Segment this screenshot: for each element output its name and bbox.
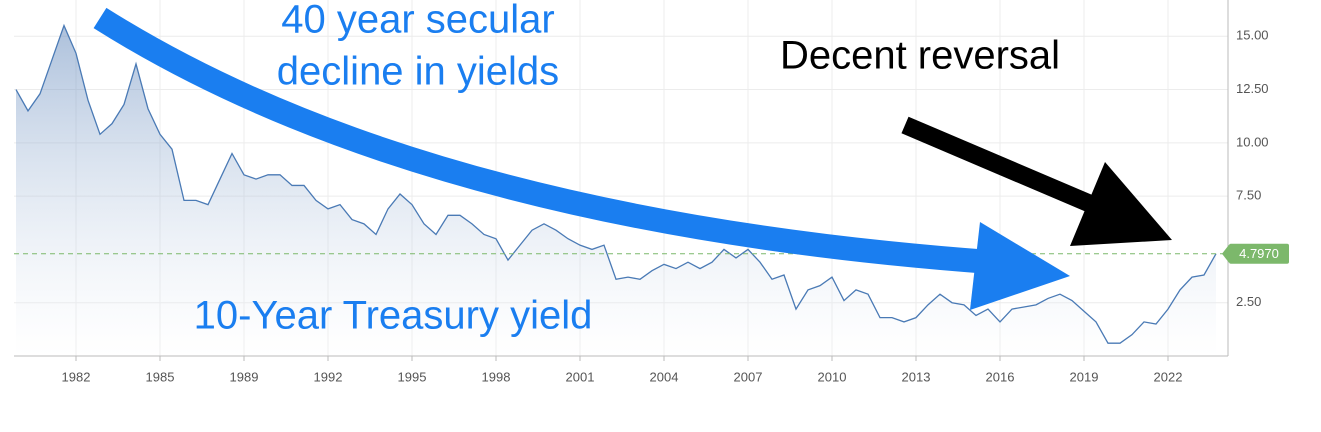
annotation: 40 year secular: [281, 0, 554, 42]
x-tick-label: 1989: [230, 369, 259, 384]
reference-label: 4.7970: [1239, 246, 1279, 261]
x-tick-label: 2022: [1154, 369, 1183, 384]
annotation: decline in yields: [277, 50, 559, 94]
x-tick-label: 1992: [314, 369, 343, 384]
x-tick-label: 2019: [1070, 369, 1099, 384]
reversal-arrow: [901, 116, 1104, 217]
x-tick-label: 1985: [146, 369, 175, 384]
reference-marker: [1222, 244, 1229, 263]
x-tick-label: 1998: [482, 369, 511, 384]
decline-arrow: [93, 7, 991, 274]
y-tick-label: 12.50: [1236, 81, 1269, 96]
y-tick-label: 15.00: [1236, 28, 1269, 43]
y-tick-label: 10.00: [1236, 134, 1269, 149]
annotation: 10-Year Treasury yield: [194, 294, 593, 338]
x-tick-label: 1982: [62, 369, 91, 384]
annotation: Decent reversal: [780, 34, 1060, 78]
x-tick-label: 2001: [566, 369, 595, 384]
x-tick-label: 2010: [818, 369, 847, 384]
y-tick-label: 2.50: [1236, 294, 1261, 309]
area: [16, 25, 1216, 356]
x-tick-label: 2013: [902, 369, 931, 384]
x-tick-label: 1995: [398, 369, 427, 384]
x-tick-label: 2016: [986, 369, 1015, 384]
x-tick-label: 2004: [650, 369, 679, 384]
reversal-arrowhead: [1070, 162, 1172, 246]
reference-badge: [1229, 243, 1289, 264]
decline-arrowhead: [970, 222, 1070, 310]
y-tick-label: 7.50: [1236, 188, 1261, 203]
line: [15, 23, 1217, 344]
x-tick-label: 2007: [734, 369, 763, 384]
